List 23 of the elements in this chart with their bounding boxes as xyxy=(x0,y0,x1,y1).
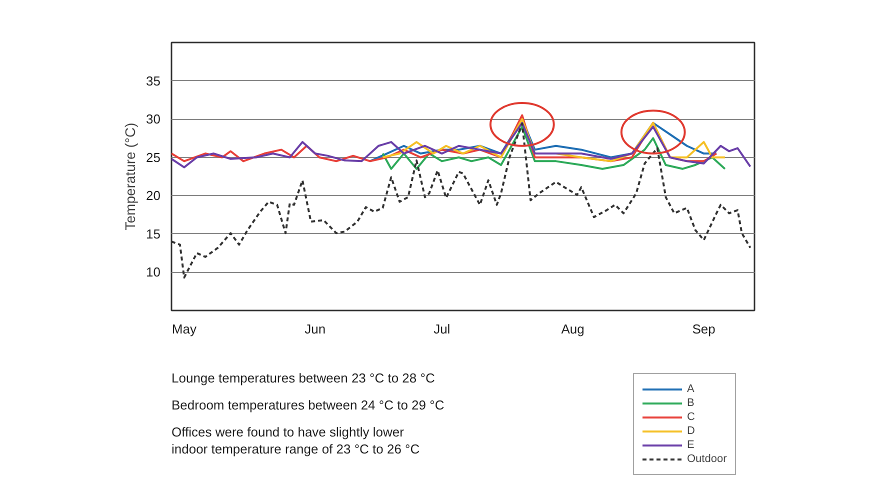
y-tick-label: 25 xyxy=(146,150,161,165)
x-tick-label: May xyxy=(172,322,197,336)
line-series xyxy=(382,126,726,170)
text: Offices were found to have slightly lower indoor temperature range of 23 °C to 26 °C xyxy=(172,424,420,456)
line-series xyxy=(172,122,752,168)
y-tick-label: 20 xyxy=(146,188,161,204)
x-tick-label: Sep xyxy=(692,322,716,336)
y-axis-title: Temperature (°C) xyxy=(122,122,138,230)
legend-label: C xyxy=(687,411,696,423)
x-tick-label: Aug xyxy=(561,322,584,336)
legend-label: Outdoor xyxy=(687,453,727,465)
legend-label: B xyxy=(687,397,696,409)
text: Lounge temperatures between 23 °C to 28 °C xyxy=(172,370,435,386)
x-tick-label: Jul xyxy=(434,322,450,336)
y-tick-label: 10 xyxy=(146,264,161,280)
legend-label: E xyxy=(687,439,696,451)
y-tick-label: 35 xyxy=(146,73,161,88)
x-tick-label: Jun xyxy=(304,322,326,336)
legend-label: D xyxy=(687,425,696,437)
text: Bedroom temperatures between 24 °C to 29 °C xyxy=(172,398,444,412)
legend-label: A xyxy=(687,383,696,395)
y-tick-label: 30 xyxy=(146,112,161,127)
y-tick-label: 15 xyxy=(146,226,161,242)
